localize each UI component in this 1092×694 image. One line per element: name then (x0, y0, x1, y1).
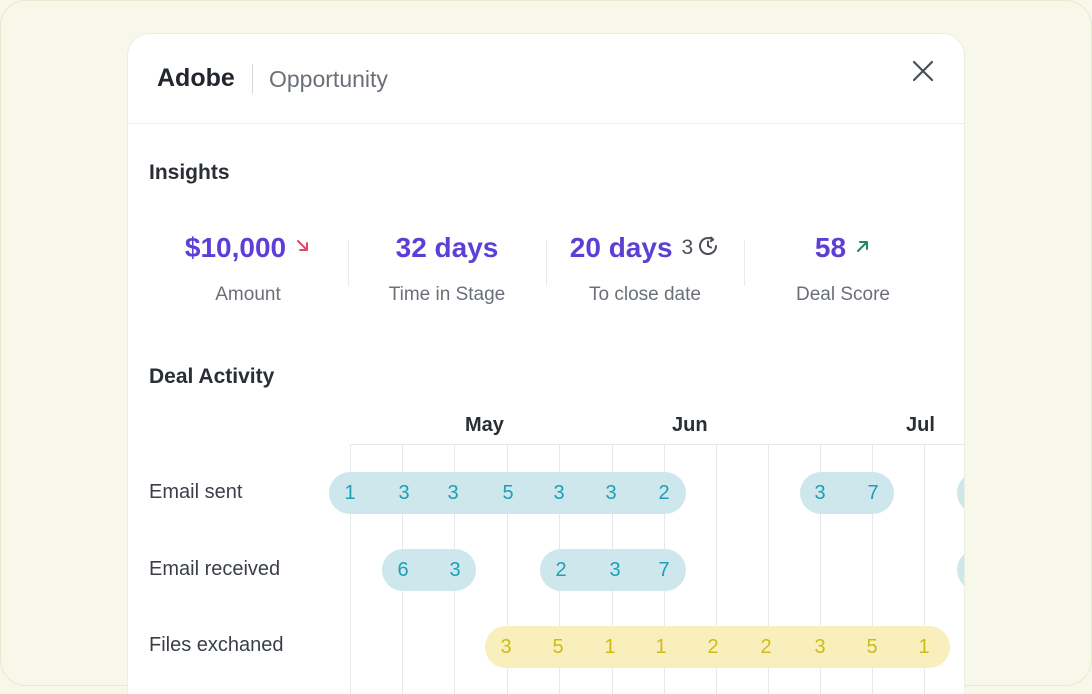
close-icon (912, 60, 934, 82)
metric-value: 58 (814, 232, 847, 263)
metric-value: 32 days (395, 232, 499, 263)
grid-line (872, 444, 873, 694)
activity-pill[interactable] (957, 549, 964, 591)
arrow-up-right-icon (855, 238, 871, 259)
metric-value: 20 days (569, 232, 673, 263)
activity-count: 2 (707, 636, 719, 658)
activity-count: 1 (655, 636, 667, 658)
insights-heading: Insights (149, 161, 230, 184)
title-divider (252, 64, 253, 94)
activity-count: 3 (609, 559, 621, 581)
activity-count: 3 (553, 482, 565, 504)
metric-label: Deal Score (796, 284, 890, 305)
opportunity-panel: Adobe Opportunity Insights $10,000 Amoun… (128, 34, 964, 694)
reschedule-count: 3 (681, 236, 694, 259)
metric-time-in-stage: 32 days Time in Stage (348, 230, 546, 306)
grid-line (924, 444, 925, 694)
activity-count: 3 (449, 559, 461, 581)
activity-count: 7 (867, 482, 879, 504)
grid-line (716, 444, 717, 694)
deal-activity-heading: Deal Activity (149, 365, 275, 388)
activity-count: 1 (918, 636, 930, 658)
activity-count: 2 (760, 636, 772, 658)
activity-count: 3 (447, 482, 459, 504)
metric-close-date: 20 days 3 To close date (546, 230, 744, 306)
activity-pill[interactable] (800, 472, 894, 514)
metric-divider (744, 240, 745, 286)
activity-pill[interactable] (485, 626, 950, 668)
activity-count: 3 (398, 482, 410, 504)
row-label-files-exchanged: Files exchaned (149, 634, 284, 656)
activity-count: 5 (502, 482, 514, 504)
month-label-jul: Jul (906, 414, 935, 436)
activity-count: 6 (397, 559, 409, 581)
grid-line (768, 444, 769, 694)
metric-label: To close date (589, 284, 701, 305)
activity-count: 5 (552, 636, 564, 658)
activity-count: 2 (555, 559, 567, 581)
month-label-may: May (465, 414, 504, 436)
close-button[interactable] (906, 54, 940, 88)
activity-pill[interactable] (957, 472, 964, 514)
grid-top-border (350, 444, 964, 445)
activity-count: 3 (814, 636, 826, 658)
account-name: Adobe (157, 64, 235, 92)
activity-count: 7 (658, 559, 670, 581)
month-label-jun: Jun (672, 414, 708, 436)
panel-header: Adobe Opportunity (128, 34, 964, 124)
activity-count: 2 (658, 482, 670, 504)
grid-line (350, 444, 351, 694)
activity-count: 5 (866, 636, 878, 658)
activity-count: 3 (605, 482, 617, 504)
record-type: Opportunity (269, 66, 388, 92)
row-label-email-sent: Email sent (149, 481, 243, 503)
metric-deal-score: 58 Deal Score (744, 230, 942, 306)
arrow-down-right-icon (295, 238, 311, 259)
metric-label: Amount (215, 284, 281, 305)
activity-count: 1 (604, 636, 616, 658)
grid-line (820, 444, 821, 694)
activity-count: 3 (814, 482, 826, 504)
metric-divider (546, 240, 547, 286)
metric-label: Time in Stage (388, 284, 506, 305)
clock-rotate-icon (696, 234, 720, 263)
activity-pill[interactable] (329, 472, 686, 514)
activity-pill[interactable] (382, 549, 476, 591)
grid-line (507, 444, 508, 694)
metric-value: $10,000 (184, 232, 287, 263)
metric-amount: $10,000 Amount (149, 230, 347, 306)
activity-count: 1 (344, 482, 356, 504)
activity-count: 3 (500, 636, 512, 658)
activity-pill[interactable] (540, 549, 686, 591)
metric-divider (348, 240, 349, 286)
row-label-email-received: Email received (149, 558, 281, 580)
